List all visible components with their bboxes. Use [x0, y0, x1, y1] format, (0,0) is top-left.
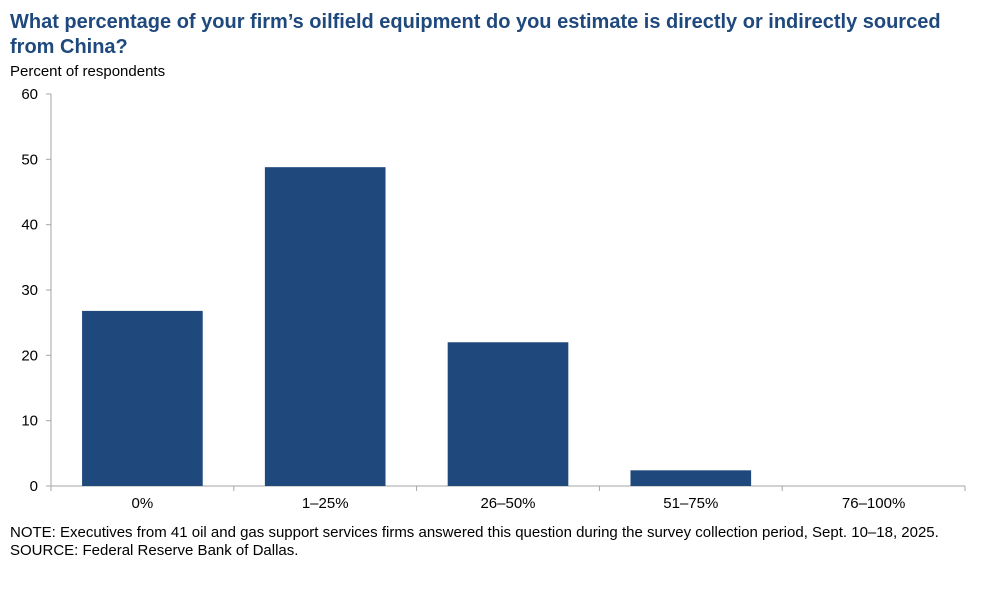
bar: [264, 167, 386, 486]
y-tick-label: 50: [21, 151, 38, 168]
y-tick-label: 20: [21, 347, 38, 364]
bar: [630, 470, 752, 486]
y-tick-label: 40: [21, 217, 38, 234]
y-tick-label: 10: [21, 413, 38, 430]
bar: [82, 310, 203, 486]
y-axis-label: Percent of respondents: [10, 63, 166, 80]
y-tick-label: 30: [21, 282, 38, 299]
x-category-label: 51–75%: [663, 495, 718, 512]
chart-notes: NOTE: Executives from 41 oil and gas sup…: [10, 524, 975, 560]
x-category-label: 76–100%: [842, 495, 905, 512]
x-category-label: 1–25%: [302, 495, 349, 512]
note-text: NOTE: Executives from 41 oil and gas sup…: [10, 524, 939, 541]
source-text: SOURCE: Federal Reserve Bank of Dallas.: [10, 542, 299, 559]
chart-title: What percentage of your firm’s oilfield …: [10, 11, 941, 58]
y-tick-label: 60: [21, 86, 38, 103]
x-category-label: 26–50%: [480, 495, 535, 512]
bar: [447, 342, 569, 486]
y-tick-label: 0: [30, 478, 38, 495]
x-category-label: 0%: [132, 495, 154, 512]
